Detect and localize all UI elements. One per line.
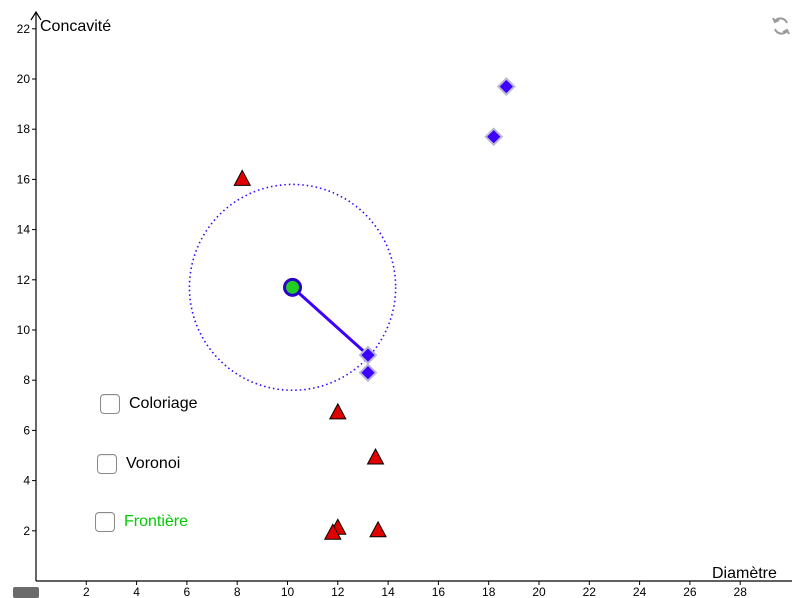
segment-layer — [291, 286, 369, 357]
triangle-point — [233, 169, 252, 186]
triangle-point — [369, 520, 387, 538]
y-axis-arrow — [30, 10, 42, 21]
y-tick-label: 10 — [17, 323, 31, 337]
y-tick-label: 2 — [23, 524, 30, 538]
y-tick-label: 18 — [17, 122, 31, 136]
query-point — [283, 277, 303, 297]
checkbox-label: Voronoi — [126, 455, 181, 472]
triangle-point — [366, 447, 385, 465]
checkbox-box[interactable] — [97, 454, 117, 474]
checkbox-coloriage[interactable]: Coloriage — [100, 394, 197, 414]
x-tick-label: 8 — [234, 585, 241, 598]
graphics-view-icon[interactable] — [13, 587, 39, 598]
checkbox-voronoi[interactable]: Voronoi — [97, 454, 180, 474]
y-tick-label: 16 — [17, 172, 31, 186]
x-axis-title: Diamètre — [712, 565, 777, 582]
y-tick-label: 12 — [17, 273, 31, 287]
checkbox-box[interactable] — [95, 512, 115, 532]
triangle-point — [323, 523, 342, 540]
y-tick-label: 14 — [17, 223, 31, 237]
refresh-icon[interactable] — [770, 15, 792, 37]
y-axis-title: Concavité — [40, 18, 111, 35]
y-tick-label: 6 — [23, 423, 30, 437]
marks — [233, 77, 516, 540]
x-tick-label: 2 — [83, 585, 90, 598]
nearest-neighbor-segment — [291, 286, 369, 357]
x-tick-label: 18 — [482, 585, 496, 598]
y-tick-label: 8 — [23, 373, 30, 387]
diamond-point — [496, 77, 516, 96]
ticks: 2 4 6 8 10 12 14 16 18 20 22 24 26 282468101214161820… — [17, 22, 748, 598]
x-tick-label: 26 — [683, 585, 697, 598]
neighborhood-circle — [188, 183, 397, 392]
diamond-point — [358, 345, 378, 365]
y-tick-label: 4 — [23, 474, 30, 488]
y-tick-label: 22 — [17, 22, 31, 36]
y-tick-label: 20 — [17, 72, 31, 86]
checkbox-label: Frontière — [124, 513, 189, 530]
x-tick-label: 10 — [281, 585, 295, 598]
x-tick-label: 16 — [432, 585, 446, 598]
triangle-point — [328, 402, 347, 420]
diamond-point — [484, 127, 504, 147]
checkbox-label: Coloriage — [129, 395, 198, 412]
x-tick-label: 22 — [583, 585, 597, 598]
x-tick-label: 24 — [633, 585, 647, 598]
x-tick-label: 4 — [133, 585, 140, 598]
x-tick-label: 6 — [184, 585, 191, 598]
axes — [30, 10, 792, 582]
x-tick-label: 28 — [734, 585, 748, 598]
circle-layer — [188, 183, 397, 392]
checkbox-box[interactable] — [100, 394, 120, 414]
x-tick-label: 14 — [381, 585, 395, 598]
checkbox-frontiere[interactable]: Frontière — [95, 512, 188, 532]
diamond-point — [358, 363, 378, 383]
x-tick-label: 12 — [331, 585, 345, 598]
x-tick-label: 20 — [532, 585, 546, 598]
